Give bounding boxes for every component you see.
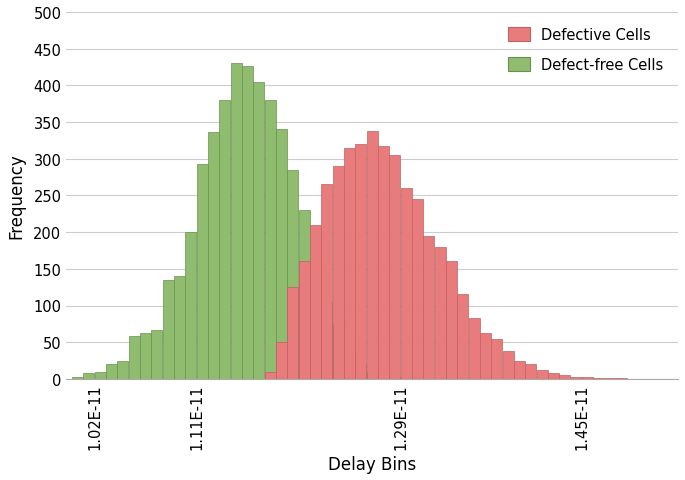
Bar <box>525 364 536 379</box>
Bar <box>299 211 310 379</box>
Bar <box>458 295 469 379</box>
Bar <box>366 132 377 379</box>
Bar <box>287 288 299 379</box>
Bar <box>366 372 377 379</box>
Bar <box>378 146 389 379</box>
Bar <box>423 236 434 379</box>
Bar <box>162 280 174 379</box>
Bar <box>264 101 276 379</box>
Bar <box>310 265 321 379</box>
Y-axis label: Frequency: Frequency <box>7 153 25 239</box>
Bar <box>151 330 162 379</box>
Bar <box>571 377 582 379</box>
Bar <box>197 165 208 379</box>
Bar <box>491 339 502 379</box>
Bar <box>299 262 310 379</box>
Bar <box>276 343 287 379</box>
Bar <box>84 373 95 379</box>
Bar <box>321 302 332 379</box>
Bar <box>264 372 276 379</box>
Bar <box>253 83 264 379</box>
Bar <box>287 171 299 379</box>
Bar <box>321 185 332 379</box>
Bar <box>469 318 479 379</box>
Bar <box>401 189 412 379</box>
Bar <box>276 130 287 379</box>
Bar <box>434 247 446 379</box>
Bar <box>72 378 83 379</box>
Bar <box>129 336 140 379</box>
Bar <box>310 225 321 379</box>
Bar <box>333 324 344 379</box>
Bar <box>208 133 219 379</box>
Bar <box>174 276 185 379</box>
Bar <box>95 372 105 379</box>
Bar <box>593 378 604 379</box>
Bar <box>242 66 253 379</box>
Bar <box>344 148 355 379</box>
Bar <box>106 364 117 379</box>
Bar <box>140 334 151 379</box>
Bar <box>333 167 344 379</box>
Bar <box>548 373 559 379</box>
Bar <box>186 233 197 379</box>
Bar <box>616 378 627 379</box>
Bar <box>344 350 355 379</box>
Bar <box>536 370 547 379</box>
Bar <box>389 156 400 379</box>
Bar <box>605 378 616 379</box>
Bar <box>412 200 423 379</box>
Bar <box>582 378 593 379</box>
Bar <box>503 351 514 379</box>
Bar <box>514 361 525 379</box>
X-axis label: Delay Bins: Delay Bins <box>328 455 416 473</box>
Bar <box>389 378 400 379</box>
Bar <box>559 375 571 379</box>
Bar <box>356 364 366 379</box>
Bar <box>446 262 457 379</box>
Bar <box>219 101 230 379</box>
Bar <box>356 145 366 379</box>
Bar <box>480 334 491 379</box>
Bar <box>378 375 389 379</box>
Legend: Defective Cells, Defect-free Cells: Defective Cells, Defect-free Cells <box>500 20 671 80</box>
Bar <box>117 361 129 379</box>
Bar <box>231 64 242 379</box>
